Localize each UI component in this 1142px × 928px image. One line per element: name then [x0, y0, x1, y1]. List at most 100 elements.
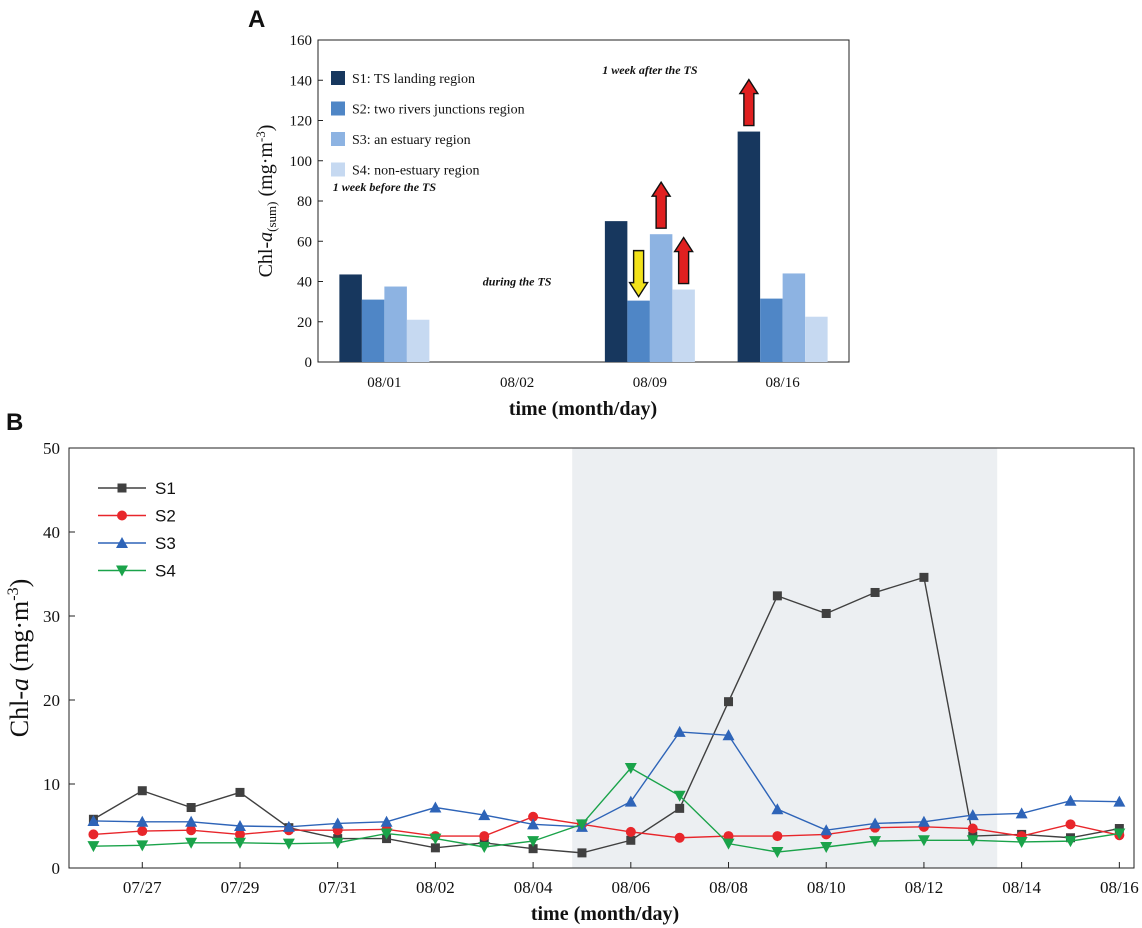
arrow-up-icon: [650, 180, 672, 229]
panel-b-y-tick-label: 40: [43, 523, 60, 542]
panel-b-data-point: [527, 836, 540, 848]
panel-a-legend-label: S1: TS landing region: [352, 72, 475, 87]
panel-b-x-tick-label: 07/29: [221, 878, 260, 897]
panel-b-data-point: [772, 591, 782, 601]
panel-b-data-point: [675, 803, 685, 813]
panel-b-data-point: [528, 844, 538, 854]
panel-b-data-point: [430, 843, 440, 853]
panel-b-data-point: [479, 831, 490, 842]
panel-b-data-point: [87, 814, 100, 826]
panel-b-data-point: [380, 815, 393, 827]
panel-b-data-point: [136, 840, 149, 852]
panel-b-data-point: [1015, 836, 1028, 848]
panel-b-data-point: [624, 763, 637, 775]
panel-b-data-point: [673, 725, 686, 737]
panel-a-bar: [627, 300, 650, 362]
panel-b-data-point: [723, 831, 734, 842]
panel-b-data-point: [919, 572, 929, 582]
panel-b-data-point: [282, 820, 295, 832]
panel-b-data-point: [136, 815, 149, 827]
panel-b-series-line: [93, 816, 1120, 839]
panel-b-data-point: [331, 817, 344, 829]
panel-b-legend-marker: [117, 510, 127, 521]
panel-b-data-point: [673, 790, 686, 802]
arrow-up-icon: [673, 236, 694, 285]
panel-b-data-point: [380, 828, 393, 840]
panel-a-y-tick-label: 140: [290, 73, 313, 89]
panel-b-y-tick-label: 0: [52, 859, 61, 878]
panel-b-data-point: [1113, 828, 1126, 840]
panel-a-x-tick-label: 08/09: [633, 375, 667, 391]
panel-a-bar: [384, 286, 407, 362]
panel-b-data-point: [820, 824, 833, 836]
panel-b-series-line: [93, 731, 1120, 831]
panel-b-data-point: [88, 829, 99, 840]
panel-b-x-tick-label: 08/14: [1002, 878, 1041, 897]
panel-b-data-point: [87, 841, 100, 853]
panel-b-data-point: [1064, 836, 1077, 848]
panel-b-data-point: [869, 817, 882, 829]
panel-b-legend-marker: [116, 537, 128, 548]
panel-b: B 0 10 20 30 40 50 07/27 07/29 07/31 08/02 08/04 0…: [5, 409, 1139, 925]
panel-a-y-tick-label: 40: [297, 275, 312, 291]
panel-b-data-point: [234, 829, 245, 840]
panel-a-x-tick-label: 08/02: [500, 375, 534, 391]
panel-b-x-tick-label: 08/04: [514, 878, 553, 897]
panel-a-x-tick-label: 08/16: [766, 375, 801, 391]
panel-b-x-tick-label: 08/02: [416, 878, 455, 897]
panel-a-legend-label: S2: two rivers junctions region: [352, 103, 525, 118]
panel-a-y-axis-title: Chl-a(sum) (mg·m-3): [253, 125, 279, 278]
panel-b-data-point: [233, 837, 246, 849]
panel-b-data-point: [821, 608, 831, 618]
panel-b-data-point: [626, 835, 636, 845]
panel-a-y-tick-label: 60: [297, 234, 312, 250]
panel-b-data-point: [870, 587, 880, 597]
panel-b-data-point: [186, 803, 196, 813]
panel-a-annotation: during the TS: [483, 275, 552, 289]
panel-b-data-point: [722, 838, 735, 850]
panel-a-y-tick-label: 100: [290, 154, 313, 170]
arrow-down-icon: [628, 249, 649, 298]
arrow-up-icon: [738, 78, 760, 127]
panel-a-bar: [361, 299, 385, 362]
panel-a-legend-swatch: [331, 101, 345, 116]
panel-a-y-tick-label: 80: [297, 194, 312, 210]
panel-b-data-point: [820, 842, 833, 853]
panel-b-data-point: [625, 826, 636, 837]
panel-b-plot-frame: [68, 447, 1135, 869]
panel-b-x-tick-label: 08/16: [1100, 878, 1139, 897]
panel-a-x-axis-title: time (month/day): [509, 398, 657, 420]
panel-b-data-point: [1015, 807, 1028, 819]
panel-b-x-axis-title: time (month/day): [531, 903, 679, 925]
panel-b-data-point: [724, 697, 734, 707]
panel-b-data-point: [1064, 794, 1077, 806]
panel-b-data-point: [771, 803, 784, 815]
panel-b-legend-label: S2: [155, 507, 176, 526]
panel-b-data-point: [429, 801, 442, 813]
panel-b-data-point: [137, 826, 148, 837]
panel-b-data-point: [966, 809, 979, 821]
panel-b-data-point: [331, 837, 344, 849]
panel-b-legend-label: S1: [155, 479, 176, 498]
panel-a-y-tick-label: 0: [305, 355, 313, 371]
panel-b-data-point: [917, 815, 930, 827]
panel-b-x-tick-label: 08/06: [611, 878, 650, 897]
panel-a-bar: [782, 273, 806, 362]
panel-b-x-tick-label: 08/10: [807, 878, 846, 897]
panel-a-annotation: 1 week before the TS: [333, 180, 437, 194]
panel-a-label: A: [248, 6, 265, 33]
panel-a-legend-swatch: [331, 162, 345, 177]
panel-a-y-tick-label: 120: [290, 114, 313, 130]
panel-b-legend-label: S4: [155, 562, 176, 581]
panel-b-x-tick-label: 07/31: [318, 878, 357, 897]
panel-b-data-point: [624, 795, 637, 807]
panel-a-bar: [604, 221, 628, 362]
panel-b-series-line: [93, 576, 1120, 854]
panel-b-legend-marker: [117, 483, 127, 493]
panel-b-x-tick-label: 07/27: [123, 878, 162, 897]
panel-a-bar: [737, 131, 761, 362]
panel-a-annotation: 1 week after the TS: [602, 63, 698, 77]
panel-a-legend-label: S3: an estuary region: [352, 133, 471, 148]
panel-b-legend-marker: [116, 565, 128, 577]
